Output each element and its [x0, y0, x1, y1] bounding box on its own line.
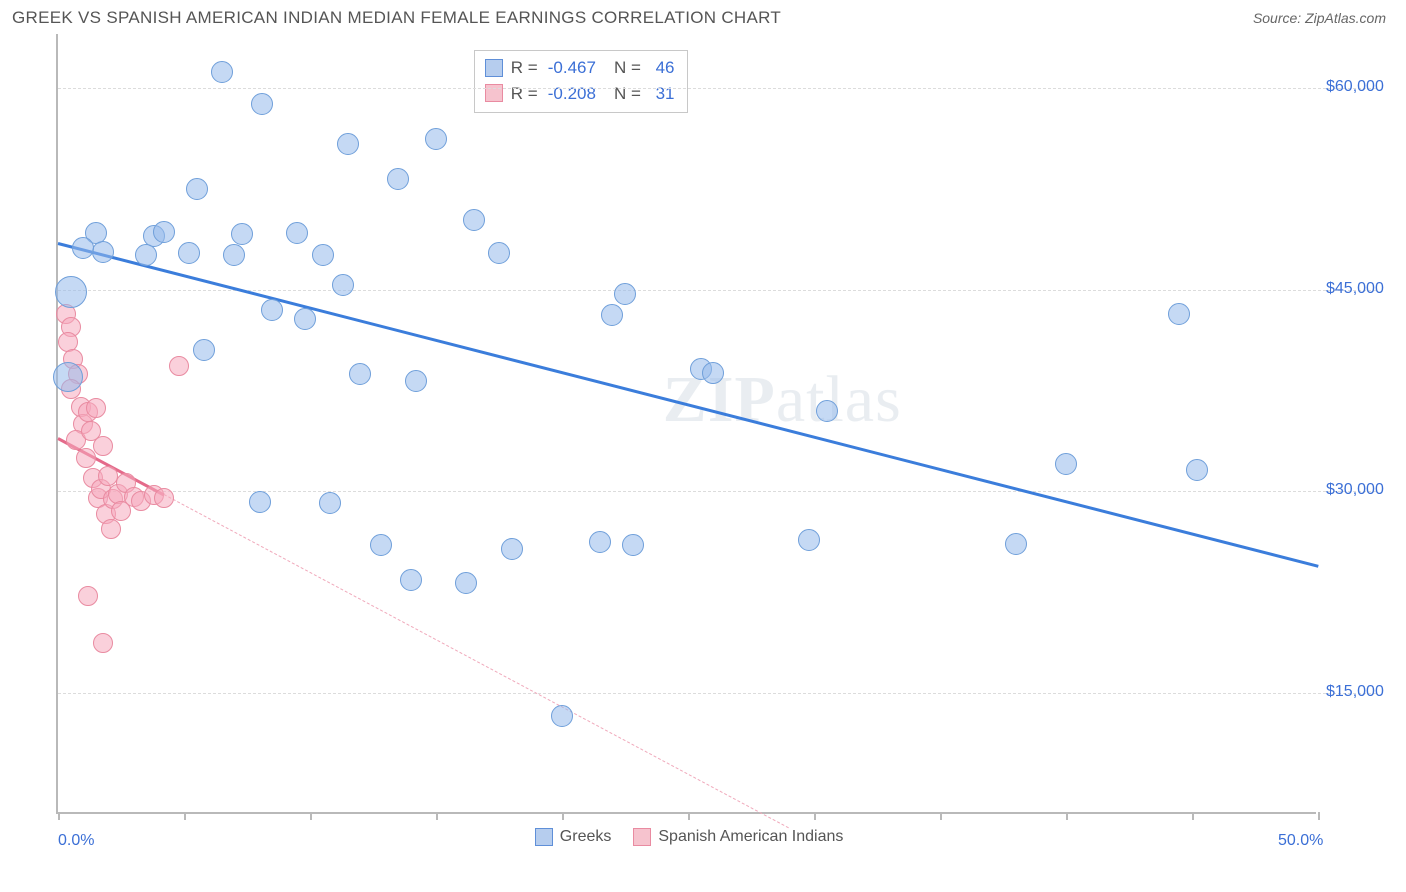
swatch-blue-icon — [485, 59, 503, 77]
stats-row: R = -0.208 N = 31 — [485, 81, 675, 107]
trend-line — [58, 242, 1319, 568]
data-point — [601, 304, 623, 326]
chart-title: GREEK VS SPANISH AMERICAN INDIAN MEDIAN … — [12, 8, 781, 28]
data-point — [55, 276, 87, 308]
data-point — [186, 178, 208, 200]
stats-row: R = -0.467 N = 46 — [485, 55, 675, 81]
x-tick — [184, 812, 186, 820]
x-tick — [1192, 812, 1194, 820]
data-point — [86, 398, 106, 418]
legend-label: Greeks — [560, 828, 612, 846]
data-point — [1005, 533, 1027, 555]
data-point — [1168, 303, 1190, 325]
y-tick-label: $30,000 — [1326, 481, 1384, 499]
data-point — [551, 705, 573, 727]
trend-line — [164, 494, 789, 828]
stat-n-label: N = — [614, 55, 641, 81]
bottom-legend: Greeks Spanish American Indians — [535, 828, 844, 846]
x-max-label: 50.0% — [1278, 832, 1323, 850]
x-tick — [1066, 812, 1068, 820]
stats-legend-box: R = -0.467 N = 46 R = -0.208 N = 31 — [474, 50, 688, 113]
y-tick-label: $60,000 — [1326, 78, 1384, 96]
data-point — [178, 242, 200, 264]
data-point — [400, 569, 422, 591]
data-point — [312, 244, 334, 266]
data-point — [816, 400, 838, 422]
data-point — [249, 491, 271, 513]
stat-r-label: R = — [511, 81, 538, 107]
swatch-blue-icon — [535, 828, 553, 846]
data-point — [1186, 459, 1208, 481]
data-point — [154, 488, 174, 508]
y-tick-label: $45,000 — [1326, 280, 1384, 298]
data-point — [589, 531, 611, 553]
data-point — [455, 572, 477, 594]
data-point — [332, 274, 354, 296]
data-point — [614, 283, 636, 305]
gridline-h — [58, 88, 1376, 89]
scatter-plot: ZIPatlas R =-0.467N = 46R =-0.208N = 31 … — [56, 34, 1316, 814]
data-point — [92, 241, 114, 263]
stat-r-value: -0.208 — [548, 81, 596, 107]
x-min-label: 0.0% — [58, 832, 94, 850]
data-point — [337, 133, 359, 155]
data-point — [223, 244, 245, 266]
data-point — [425, 128, 447, 150]
data-point — [622, 534, 644, 556]
swatch-pink-icon — [633, 828, 651, 846]
x-tick — [1318, 812, 1320, 820]
data-point — [261, 299, 283, 321]
data-point — [387, 168, 409, 190]
data-point — [501, 538, 523, 560]
legend-item: Greeks — [535, 828, 612, 846]
data-point — [169, 356, 189, 376]
data-point — [1055, 453, 1077, 475]
data-point — [76, 448, 96, 468]
stat-n-value: 31 — [651, 81, 675, 107]
data-point — [93, 436, 113, 456]
legend-label: Spanish American Indians — [658, 828, 843, 846]
data-point — [53, 362, 83, 392]
gridline-h — [58, 693, 1376, 694]
data-point — [211, 61, 233, 83]
x-tick — [436, 812, 438, 820]
data-point — [231, 223, 253, 245]
legend-item: Spanish American Indians — [633, 828, 843, 846]
data-point — [101, 519, 121, 539]
source-label: Source: ZipAtlas.com — [1253, 10, 1386, 26]
stat-n-value: 46 — [651, 55, 675, 81]
data-point — [153, 221, 175, 243]
x-tick — [940, 812, 942, 820]
gridline-h — [58, 290, 1376, 291]
x-tick — [562, 812, 564, 820]
data-point — [93, 633, 113, 653]
data-point — [72, 237, 94, 259]
data-point — [370, 534, 392, 556]
data-point — [488, 242, 510, 264]
data-point — [193, 339, 215, 361]
data-point — [78, 586, 98, 606]
x-tick — [814, 812, 816, 820]
x-tick — [310, 812, 312, 820]
data-point — [798, 529, 820, 551]
data-point — [405, 370, 427, 392]
x-tick — [58, 812, 60, 820]
data-point — [286, 222, 308, 244]
data-point — [349, 363, 371, 385]
data-point — [463, 209, 485, 231]
data-point — [702, 362, 724, 384]
data-point — [319, 492, 341, 514]
y-tick-label: $15,000 — [1326, 683, 1384, 701]
stat-r-value: -0.467 — [548, 55, 596, 81]
stat-n-label: N = — [614, 81, 641, 107]
data-point — [135, 244, 157, 266]
stat-r-label: R = — [511, 55, 538, 81]
x-tick — [688, 812, 690, 820]
data-point — [251, 93, 273, 115]
data-point — [294, 308, 316, 330]
